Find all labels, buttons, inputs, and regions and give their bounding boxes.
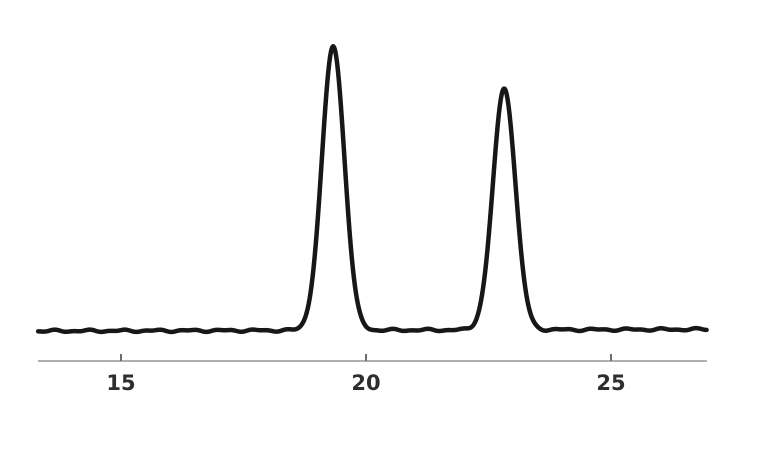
chromatogram-trace-line: [35, 44, 709, 335]
x-axis-tick-labels: 15 20 25: [106, 371, 625, 395]
x-axis-ticks: [120, 354, 612, 361]
x-axis-tick-label: 25: [596, 371, 625, 395]
x-axis-tick-label: 15: [106, 371, 135, 395]
x-axis-tick-label: 20: [351, 371, 380, 395]
